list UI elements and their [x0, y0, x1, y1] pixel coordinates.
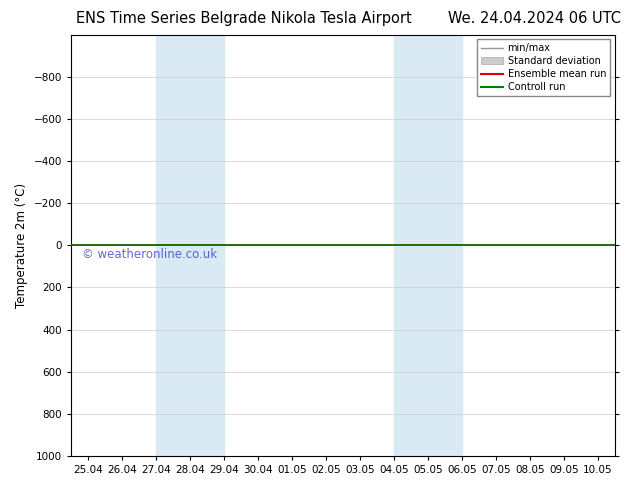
Bar [394, 35, 462, 456]
Bar [156, 35, 224, 456]
Y-axis label: Temperature 2m (°C): Temperature 2m (°C) [15, 183, 28, 308]
Text: © weatheronline.co.uk: © weatheronline.co.uk [82, 248, 217, 261]
Text: ENS Time Series Belgrade Nikola Tesla Airport: ENS Time Series Belgrade Nikola Tesla Ai… [76, 11, 412, 26]
Legend: min/max, Standard deviation, Ensemble mean run, Controll run: min/max, Standard deviation, Ensemble me… [477, 40, 610, 96]
Text: We. 24.04.2024 06 UTC: We. 24.04.2024 06 UTC [448, 11, 621, 26]
